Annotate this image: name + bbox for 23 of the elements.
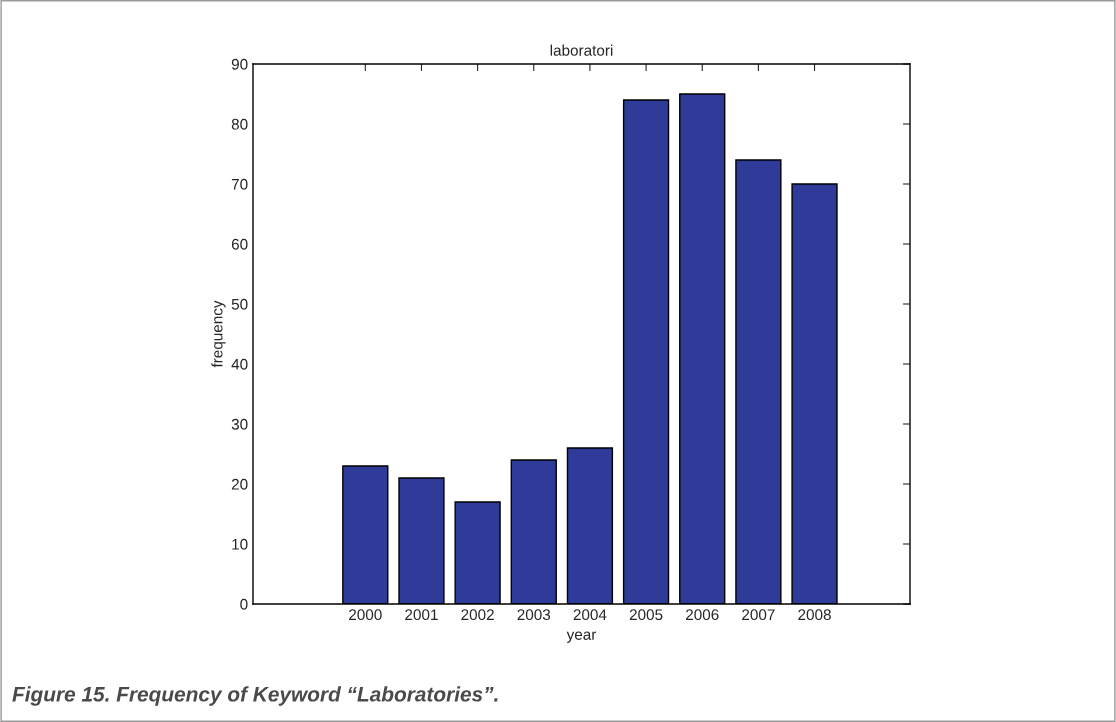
y-tick-label: 80 bbox=[231, 118, 248, 130]
y-tick-label: 0 bbox=[240, 598, 248, 610]
y-tick-label: 70 bbox=[231, 178, 248, 190]
y-tick-label: 60 bbox=[231, 238, 248, 250]
x-tick-label: 2001 bbox=[405, 609, 438, 621]
y-tick-label: 40 bbox=[231, 358, 248, 370]
x-tick-label: 2002 bbox=[461, 609, 494, 621]
y-tick-label: 90 bbox=[231, 58, 248, 70]
x-tick-label: 2006 bbox=[686, 609, 719, 621]
chart-title: laboratori bbox=[550, 44, 613, 56]
x-tick-label: 2005 bbox=[629, 609, 663, 621]
x-tick-label: 2003 bbox=[517, 609, 551, 621]
x-tick-label: 2000 bbox=[349, 609, 382, 621]
y-tick-label: 50 bbox=[231, 298, 248, 310]
y-tick-label: 30 bbox=[231, 418, 248, 430]
x-axis-title: year bbox=[566, 631, 597, 643]
y-axis-title: frequency bbox=[211, 300, 226, 368]
x-tick-label: 2008 bbox=[798, 609, 831, 621]
y-tick-label: 20 bbox=[231, 478, 248, 490]
x-tick-label: 2007 bbox=[742, 609, 775, 621]
x-tick-label: 2004 bbox=[573, 609, 607, 621]
caption: Figure 15. Frequency of Keyword “Laboratories”. bbox=[12, 686, 498, 706]
y-tick-label: 10 bbox=[232, 538, 248, 550]
